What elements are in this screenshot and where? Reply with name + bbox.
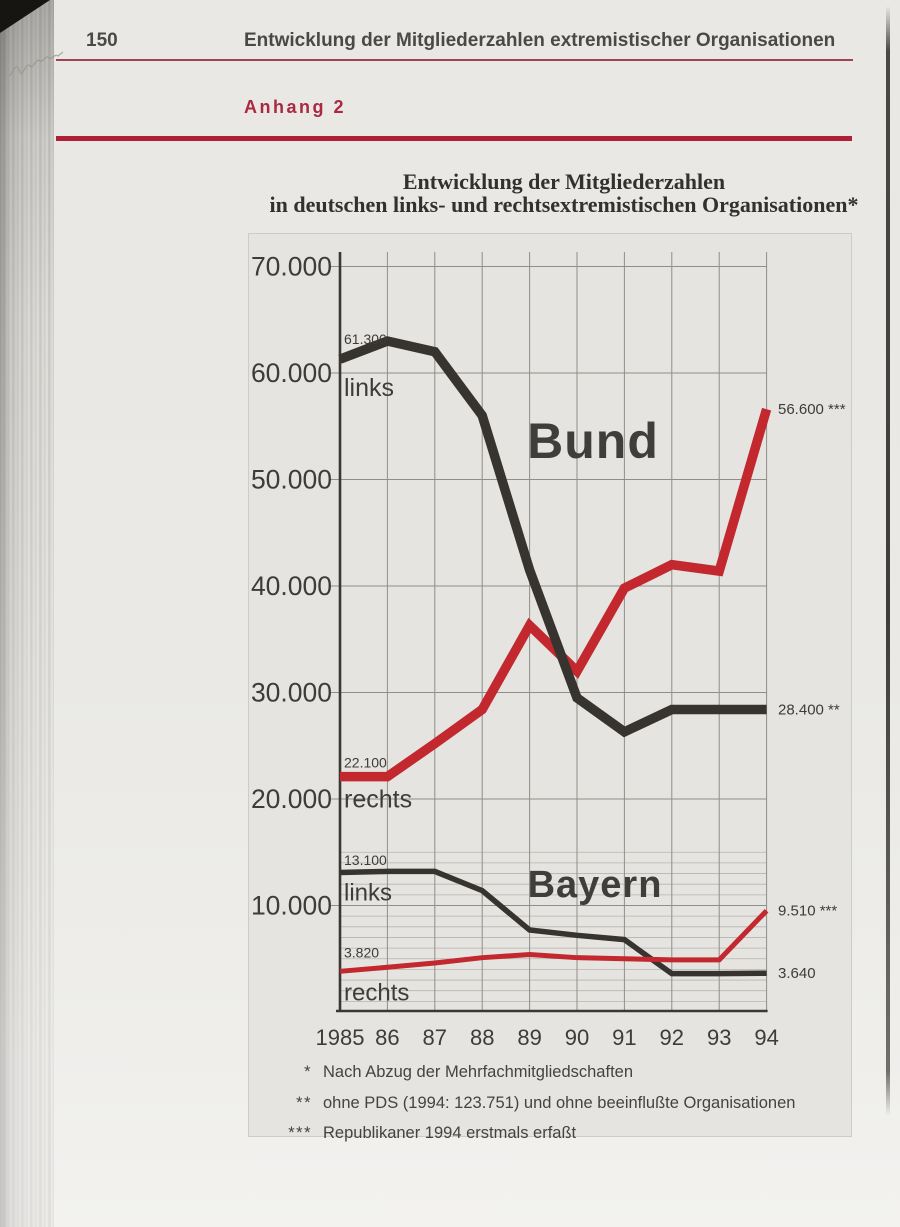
chart-panel xyxy=(248,233,852,1137)
footnote-text: Republikaner 1994 erstmals erfaßt xyxy=(323,1124,577,1142)
footnote-marker: ** xyxy=(296,1093,312,1112)
footnote-row: ** ohne PDS (1994: 123.751) und ohne bee… xyxy=(240,1093,795,1114)
book-spine-scan-artifact xyxy=(0,0,54,1227)
footnote-text: Nach Abzug der Mehrfachmitgliedschaften xyxy=(323,1063,634,1081)
footnote-row: *** Republikaner 1994 erstmals erfaßt xyxy=(240,1123,795,1144)
section-label: Anhang 2 xyxy=(244,97,347,117)
header-rule xyxy=(56,59,853,61)
page-number: 150 xyxy=(86,30,118,51)
pencil-scribble-artifact xyxy=(9,51,64,77)
section-rule xyxy=(56,136,852,141)
chart-title-line2: in deutschen links- und rechtsextremisti… xyxy=(269,192,859,217)
chart-footnotes: * Nach Abzug der Mehrfachmitgliedschafte… xyxy=(240,1062,795,1154)
chart-title-line1: Entwicklung der Mitgliederzahlen xyxy=(402,169,726,194)
book-edge-scan-artifact xyxy=(886,6,890,1116)
chart-title: Entwicklung der Mitgliederzahlen in deut… xyxy=(260,170,868,216)
footnote-text: ohne PDS (1994: 123.751) und ohne beeinf… xyxy=(323,1093,796,1112)
footnote-row: * Nach Abzug der Mehrfachmitgliedschafte… xyxy=(240,1062,795,1083)
footnote-marker: * xyxy=(304,1063,312,1081)
page-header-title: Entwicklung der Mitgliederzahlen extremi… xyxy=(244,30,836,51)
footnote-marker: *** xyxy=(288,1124,312,1142)
